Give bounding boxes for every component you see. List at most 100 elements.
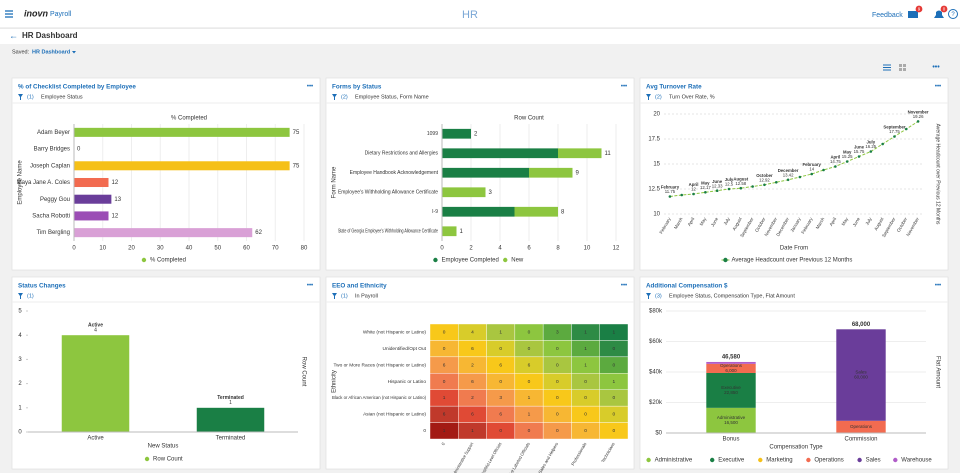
top-bar xyxy=(0,0,960,28)
grid-view-icon[interactable] xyxy=(899,64,906,71)
filter-icon[interactable] xyxy=(18,293,23,299)
data-label: 75 xyxy=(293,163,300,169)
filter-count[interactable]: (1) xyxy=(27,94,34,100)
panel-menu[interactable]: ••• xyxy=(935,283,941,289)
panel-menu[interactable]: ••• xyxy=(307,84,313,90)
alert-icon[interactable]: 0 xyxy=(934,5,948,18)
point-month-label: May xyxy=(701,180,710,185)
mail-icon[interactable]: 9 xyxy=(908,5,923,18)
cell-label: 0 xyxy=(556,379,559,385)
data-label: 12 xyxy=(691,187,696,192)
feedback-link[interactable]: Feedback xyxy=(872,12,903,19)
filter-icon[interactable] xyxy=(646,94,651,100)
page-title: HR Dashboard xyxy=(22,31,78,40)
dropdown-caret[interactable] xyxy=(72,51,76,54)
bar-segment xyxy=(514,206,558,217)
x-tick-label: 60 xyxy=(243,246,250,252)
bar-segment xyxy=(836,420,886,433)
y-tick-label: 2 xyxy=(18,381,22,387)
cell-label: 0 xyxy=(556,412,559,418)
point xyxy=(704,191,707,194)
cell-label: 0 xyxy=(613,428,616,434)
filter-icon[interactable] xyxy=(332,94,337,100)
panel-menu[interactable]: ••• xyxy=(307,283,313,289)
y-tick-label: Adam Beyer xyxy=(37,130,70,136)
data-label: 12.5 xyxy=(725,182,734,187)
point xyxy=(739,186,743,190)
legend-swatch xyxy=(710,457,715,463)
bar-segment xyxy=(529,167,573,178)
back-arrow[interactable]: ← xyxy=(9,30,18,40)
point xyxy=(822,168,825,172)
x-tick-label: 30 xyxy=(157,246,164,252)
bar xyxy=(74,228,253,238)
legend-label: Administrative xyxy=(655,458,693,464)
panel-frame xyxy=(639,276,949,470)
x-tick-label: 40 xyxy=(186,246,193,252)
y-tick-label: Sacha Robotti xyxy=(32,214,70,220)
y-tick-label: $0 xyxy=(655,431,662,437)
filter-text: Turn Over Rate, % xyxy=(669,94,715,100)
x-tick-label: 8 xyxy=(556,246,560,252)
bar-segment xyxy=(442,206,515,217)
legend-label: Employee Completed xyxy=(441,258,498,264)
filter-count[interactable]: (3) xyxy=(655,293,662,299)
x-tick-label: April xyxy=(828,217,837,227)
menu-icon[interactable] xyxy=(5,10,13,18)
x-tick-label: 0 xyxy=(72,246,76,252)
panel: EEO and Ethnicity ••• (1) In Payroll White (… xyxy=(325,276,635,473)
cell-label: 6 xyxy=(499,362,502,368)
cell-label: 6 xyxy=(471,412,474,418)
filter-text: Employee Status xyxy=(41,94,83,100)
filter-count[interactable]: (2) xyxy=(341,94,348,100)
cell-label: 0 xyxy=(443,346,446,352)
legend-label: Executive xyxy=(718,458,745,464)
logo[interactable]: inovn xyxy=(24,8,49,18)
y-tick-label: $40k xyxy=(649,370,663,376)
panel-title: Status Changes xyxy=(18,283,66,290)
panel-menu[interactable]: ••• xyxy=(935,84,941,90)
y-tick-label: 0 xyxy=(18,430,22,436)
y-tick-label: 4 xyxy=(18,333,22,339)
y-tick-label: State of Georgia Employee's Withholding … xyxy=(338,229,438,235)
axis-title: % Completed xyxy=(171,116,207,122)
cell-label: 6 xyxy=(499,412,502,418)
x-tick-label: 10 xyxy=(584,246,591,252)
legend-swatch xyxy=(806,457,811,463)
filter-icon[interactable] xyxy=(18,94,23,100)
cell-label: 3 xyxy=(499,395,502,401)
total-label: 1 xyxy=(460,229,464,235)
saved-dropdown[interactable]: HR Dashboard xyxy=(32,49,70,55)
bar-name-label: Terminated xyxy=(217,395,244,401)
total-label: 68,000 xyxy=(852,322,871,328)
point xyxy=(680,193,684,197)
y-tick-label: 15 xyxy=(653,162,660,168)
cell-label: 0 xyxy=(613,412,616,418)
legend-swatch xyxy=(141,257,147,263)
data-label: 13.42 xyxy=(783,172,794,177)
title-bar xyxy=(0,29,960,44)
filter-count[interactable]: (1) xyxy=(27,293,34,299)
x-tick-label: 2 xyxy=(469,246,473,252)
filter-count[interactable]: (1) xyxy=(341,293,348,299)
filter-icon[interactable] xyxy=(332,293,337,299)
more-menu[interactable]: ••• xyxy=(932,64,940,71)
bar-segment xyxy=(706,363,756,373)
x-tick-label: 80 xyxy=(301,246,308,252)
bar-segment xyxy=(442,148,558,159)
y-tick-label: 1099 xyxy=(427,131,438,137)
bar xyxy=(61,335,130,432)
help-icon[interactable]: ? xyxy=(948,9,958,19)
filter-count[interactable]: (2) xyxy=(655,94,662,100)
cell-label: 1 xyxy=(528,395,531,401)
panel-frame xyxy=(11,276,321,470)
panel-menu[interactable]: ••• xyxy=(621,84,627,90)
filter-text: In Payroll xyxy=(355,293,378,299)
cell-label: 0 xyxy=(556,346,559,352)
bar xyxy=(74,211,109,221)
panel-menu[interactable]: ••• xyxy=(621,283,627,289)
point-month-label: June xyxy=(712,179,723,184)
total-label: 9 xyxy=(576,170,580,176)
filter-icon[interactable] xyxy=(646,293,651,299)
list-view-icon[interactable] xyxy=(883,64,891,71)
